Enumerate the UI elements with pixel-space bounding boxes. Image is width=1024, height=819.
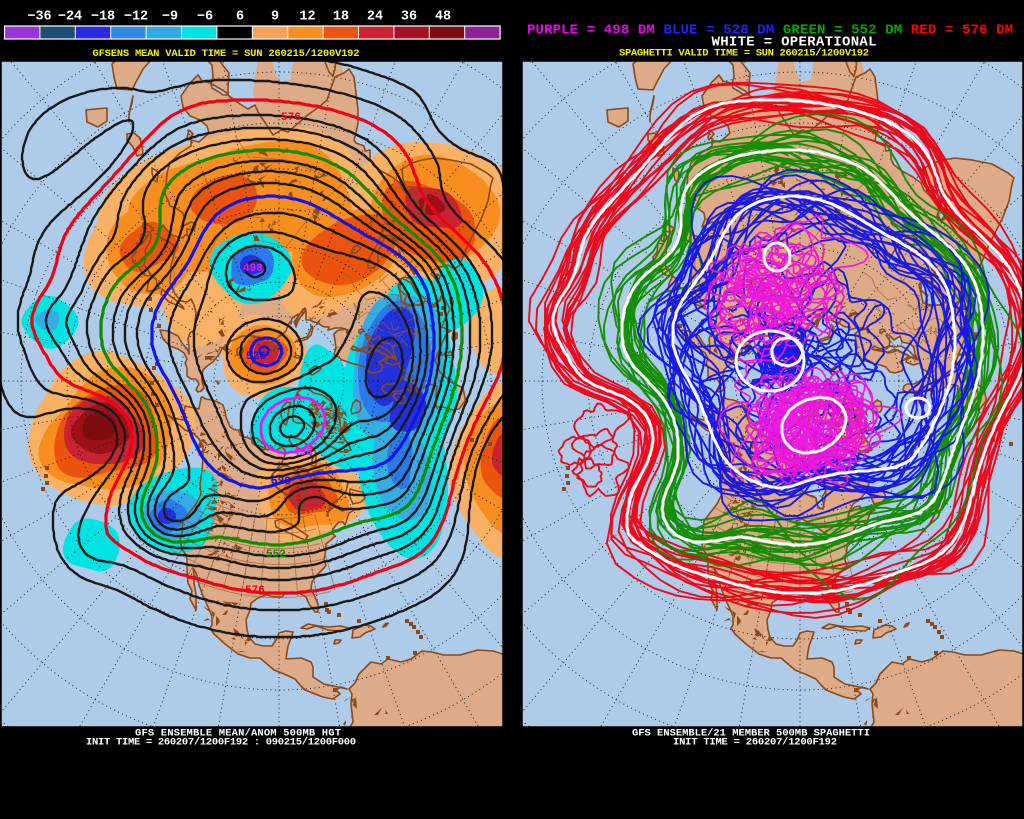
svg-text:24: 24: [367, 10, 383, 25]
svg-text:528: 528: [271, 476, 291, 488]
svg-text:498: 498: [243, 263, 263, 275]
svg-text:12: 12: [299, 10, 315, 25]
svg-text:48: 48: [435, 10, 451, 25]
svg-text:6: 6: [236, 10, 244, 25]
svg-text:INIT TIME = 260207/1200F192 :: INIT TIME = 260207/1200F192 : 090215/120…: [86, 737, 356, 749]
svg-text:−12: −12: [124, 10, 148, 25]
svg-text:18: 18: [333, 10, 349, 25]
svg-text:INIT TIME = 260207/1200F192: INIT TIME = 260207/1200F192: [673, 737, 837, 749]
svg-text:−9: −9: [162, 10, 178, 25]
svg-text:WHITE = OPERATIONAL: WHITE = OPERATIONAL: [712, 35, 877, 51]
svg-text:552: 552: [266, 549, 286, 561]
svg-text:498: 498: [293, 447, 313, 459]
svg-text:GFS ENSEMBLE/21 MEMBER 500MB S: GFS ENSEMBLE/21 MEMBER 500MB SPAGHETTI: [632, 728, 870, 740]
svg-text:SPAGHETTI VALID TIME = SUN 260: SPAGHETTI VALID TIME = SUN 260215/1200V1…: [619, 48, 869, 60]
svg-text:−18: −18: [91, 10, 115, 25]
svg-text:9: 9: [271, 10, 279, 25]
svg-text:GFS ENSEMBLE MEAN/ANOM 500MB H: GFS ENSEMBLE MEAN/ANOM 500MB HGT: [135, 728, 341, 740]
svg-text:−6: −6: [197, 10, 213, 25]
svg-text:−24: −24: [58, 10, 82, 25]
svg-text:GFSENS MEAN VALID TIME = SUN 2: GFSENS MEAN VALID TIME = SUN 260215/1200…: [93, 48, 360, 60]
svg-text:576: 576: [281, 112, 301, 124]
svg-text:−36: −36: [27, 10, 51, 25]
svg-text:PURPLE = 498 DM BLUE = 528 DM: PURPLE = 498 DM BLUE = 528 DM GREEN = 55…: [527, 23, 1013, 39]
svg-text:36: 36: [401, 10, 417, 25]
svg-text:526: 526: [246, 351, 266, 363]
svg-text:576: 576: [245, 585, 265, 597]
